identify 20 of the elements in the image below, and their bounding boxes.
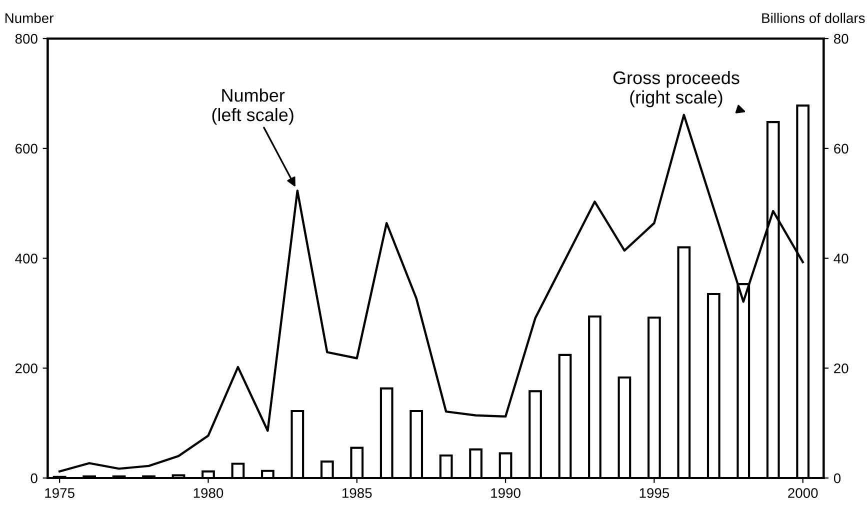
y2-tick-label: 0 (834, 473, 841, 484)
y2-tick-label: 40 (834, 254, 848, 264)
y2-tick-label: 80 (834, 34, 848, 44)
y-axis-title: Number (5, 12, 54, 24)
x-tick-label: 2000 (788, 488, 818, 498)
y2-axis-title: Billions of dollars (762, 12, 865, 24)
x-tick-label: 1995 (640, 488, 670, 498)
y2-tick-label: 20 (834, 363, 848, 374)
y2-tick-label: 60 (834, 144, 848, 154)
y-tick-label: 200 (15, 363, 38, 374)
x-tick-label: 1990 (491, 488, 520, 498)
x-tick-label: 1985 (342, 488, 372, 498)
y-tick-label: 800 (15, 34, 38, 44)
annotation: Gross proceeds (right scale) (613, 70, 740, 108)
annotation: Number (left scale) (212, 88, 294, 125)
y-tick-label: 400 (15, 254, 38, 264)
y-tick-label: 600 (15, 144, 38, 154)
x-tick-label: 1980 (194, 488, 224, 498)
x-tick-label: 1975 (45, 488, 74, 498)
y-tick-label: 0 (30, 473, 38, 484)
